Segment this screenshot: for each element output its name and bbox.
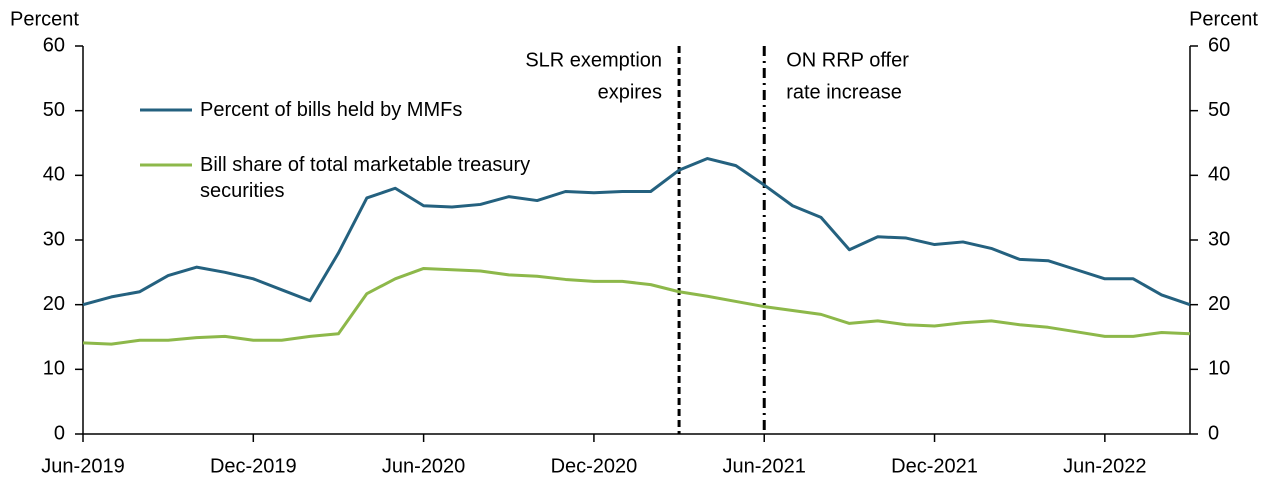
annotation-text: ON RRP offer (786, 49, 909, 71)
y-tick-label: 40 (43, 164, 65, 186)
series-line (82, 157, 1191, 307)
series-line (82, 266, 1191, 346)
x-tick-label: Jun-2019 (41, 455, 124, 477)
y2-tick-label: 0 (1208, 422, 1219, 444)
y2-tick-label: 40 (1208, 164, 1230, 186)
x-tick-label: Dec-2019 (210, 455, 297, 477)
y-tick-label: 60 (43, 34, 65, 56)
legend-label: Percent of bills held by MMFs (200, 99, 463, 121)
y-tick-label: 30 (43, 228, 65, 250)
y2-tick-label: 50 (1208, 99, 1230, 121)
x-tick-label: Jun-2021 (723, 455, 806, 477)
x-tick-label: Jun-2020 (382, 455, 465, 477)
y2-tick-label: 20 (1208, 293, 1230, 315)
y-tick-label: 0 (54, 422, 65, 444)
y-tick-label: 10 (43, 358, 65, 380)
annotation-text: SLR exemption (525, 49, 662, 71)
y-axis-label: Percent (10, 8, 79, 30)
annotation-text: rate increase (786, 81, 902, 103)
x-tick-label: Dec-2021 (891, 455, 978, 477)
x-tick-label: Dec-2020 (551, 455, 638, 477)
y2-tick-label: 10 (1208, 358, 1230, 380)
annotation-text: expires (598, 81, 662, 103)
y2-tick-label: 30 (1208, 228, 1230, 250)
x-tick-label: Jun-2022 (1063, 455, 1146, 477)
y2-axis-label: Percent (1189, 8, 1258, 30)
y2-tick-label: 60 (1208, 34, 1230, 56)
y-tick-label: 20 (43, 293, 65, 315)
legend-label: Bill share of total marketable treasury … (200, 154, 531, 202)
y-tick-label: 50 (43, 99, 65, 121)
